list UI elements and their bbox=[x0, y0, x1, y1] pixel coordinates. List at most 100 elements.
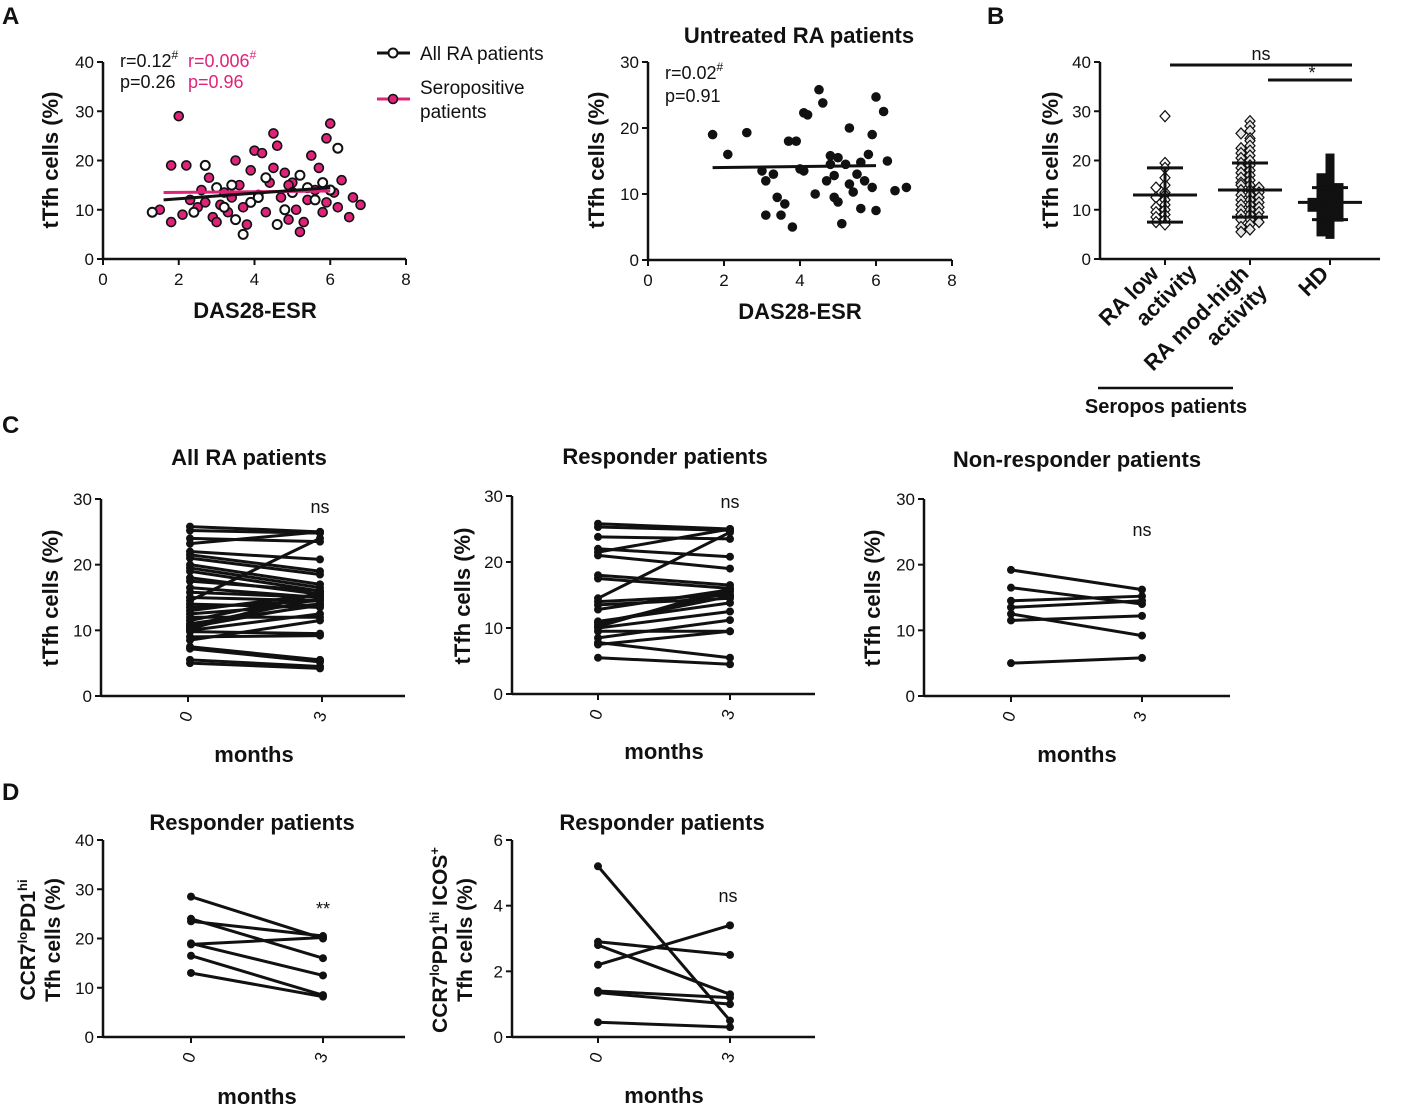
data-point bbox=[707, 129, 718, 140]
chart-title: Untreated RA patients bbox=[684, 23, 914, 48]
data-point-month-0 bbox=[594, 605, 602, 614]
data-point-all bbox=[230, 214, 242, 226]
data-point-all bbox=[260, 172, 272, 184]
y-tick-label: 20 bbox=[896, 556, 915, 575]
data-point-all bbox=[317, 177, 329, 189]
data-point-hd bbox=[1325, 180, 1335, 190]
data-point-low-activity bbox=[1159, 109, 1171, 123]
paired-line bbox=[190, 895, 324, 940]
legend-marker-sero bbox=[387, 93, 399, 105]
y-tick-label: 10 bbox=[484, 619, 503, 638]
y-tick-label: 20 bbox=[75, 152, 94, 171]
data-point-month-0 bbox=[594, 640, 602, 649]
data-point-month-0 bbox=[594, 653, 602, 662]
paired-line bbox=[1010, 594, 1143, 603]
x-axis-label: months bbox=[214, 742, 293, 767]
data-point bbox=[772, 192, 782, 203]
x-axis-label: months bbox=[624, 739, 703, 764]
data-point bbox=[799, 166, 809, 176]
y-tick-label: 30 bbox=[896, 490, 915, 509]
chart-title: Non-responder patients bbox=[953, 447, 1201, 472]
paired-line bbox=[190, 917, 324, 960]
paired-line bbox=[597, 1020, 731, 1029]
paired-line bbox=[189, 661, 321, 670]
data-point-seropositive bbox=[237, 201, 249, 213]
data-point-month-0 bbox=[1007, 603, 1015, 612]
data-point-seropositive bbox=[347, 192, 359, 203]
y-tick-label: 10 bbox=[1072, 201, 1091, 220]
data-point-all bbox=[294, 169, 306, 181]
data-point-hd bbox=[1316, 178, 1326, 188]
data-point-seropositive bbox=[245, 165, 257, 176]
data-point-seropositive bbox=[321, 197, 332, 208]
x-axis-label: months bbox=[624, 1083, 703, 1106]
data-point-all bbox=[245, 196, 257, 208]
data-point-month-0 bbox=[594, 523, 602, 532]
data-point-seropositive bbox=[230, 155, 241, 166]
y-tick-label: 30 bbox=[75, 102, 94, 121]
paired-line bbox=[597, 588, 731, 612]
data-point bbox=[859, 176, 870, 186]
data-point bbox=[848, 187, 858, 197]
sig-label-star: * bbox=[1308, 63, 1315, 83]
y-tick-label: 40 bbox=[75, 831, 94, 850]
data-point-month-0 bbox=[186, 644, 194, 653]
paired-line bbox=[189, 525, 321, 534]
x-tick-label: 3 bbox=[310, 709, 331, 724]
data-point-month-3 bbox=[726, 607, 734, 616]
data-point bbox=[871, 205, 881, 216]
y-axis-label: CCR7loPD1hi bbox=[15, 879, 40, 1000]
data-point-hd bbox=[1325, 229, 1335, 239]
data-point bbox=[840, 159, 851, 170]
data-point-hd bbox=[1325, 220, 1335, 230]
legend-label-sero-2: patients bbox=[420, 102, 487, 123]
data-point-month-0 bbox=[594, 988, 602, 997]
data-point-month-3 bbox=[726, 598, 734, 607]
data-point-month-3 bbox=[316, 600, 324, 609]
paired-line bbox=[189, 596, 321, 603]
y-axis-label: tTfh cells (%) bbox=[38, 92, 63, 229]
paired-line bbox=[189, 569, 321, 593]
data-point-seropositive bbox=[355, 199, 366, 211]
data-point bbox=[867, 129, 877, 140]
paired-line bbox=[189, 553, 321, 573]
y-tick-label: 0 bbox=[494, 685, 503, 704]
data-point-seropositive bbox=[256, 147, 268, 159]
data-point-month-0 bbox=[594, 960, 602, 969]
paired-line bbox=[189, 619, 321, 642]
data-point bbox=[844, 123, 855, 133]
data-point-month-3 bbox=[726, 921, 734, 930]
y-tick-label: 30 bbox=[1072, 102, 1091, 121]
y-tick-label: 10 bbox=[75, 979, 94, 998]
data-point-month-3 bbox=[726, 653, 734, 662]
axes-layer: 0 10 20 30 0 2 4 6 8 bbox=[620, 53, 957, 290]
data-point-month-3 bbox=[726, 534, 734, 543]
paired-line bbox=[597, 527, 731, 554]
data-point-month-3 bbox=[726, 584, 734, 593]
data-point-all bbox=[218, 201, 230, 213]
paired-line bbox=[597, 530, 731, 600]
data-point-seropositive bbox=[173, 110, 185, 122]
data-point-month-0 bbox=[594, 941, 602, 950]
data-point-hd bbox=[1325, 158, 1335, 168]
data-point-month-0 bbox=[1007, 596, 1015, 605]
paired-line bbox=[597, 989, 731, 1000]
data-point-month-3 bbox=[726, 660, 734, 669]
data-point-month-3 bbox=[726, 564, 734, 573]
data-point-month-3 bbox=[726, 528, 734, 537]
data-point-month-3 bbox=[316, 631, 324, 640]
y-tick-label: 10 bbox=[73, 621, 92, 640]
paired-line bbox=[597, 586, 731, 629]
data-point-modhigh-activity bbox=[1235, 127, 1247, 140]
x-tick-label: 0 bbox=[98, 270, 107, 289]
points-layer bbox=[146, 110, 366, 240]
data-point-month-0 bbox=[594, 551, 602, 560]
data-point bbox=[833, 152, 843, 163]
y-tick-label: 0 bbox=[906, 687, 915, 706]
y-tick-label: 0 bbox=[85, 250, 94, 269]
data-point-seropositive bbox=[294, 226, 306, 238]
paired-line bbox=[597, 940, 731, 957]
x-tick-label: 2 bbox=[719, 271, 728, 290]
